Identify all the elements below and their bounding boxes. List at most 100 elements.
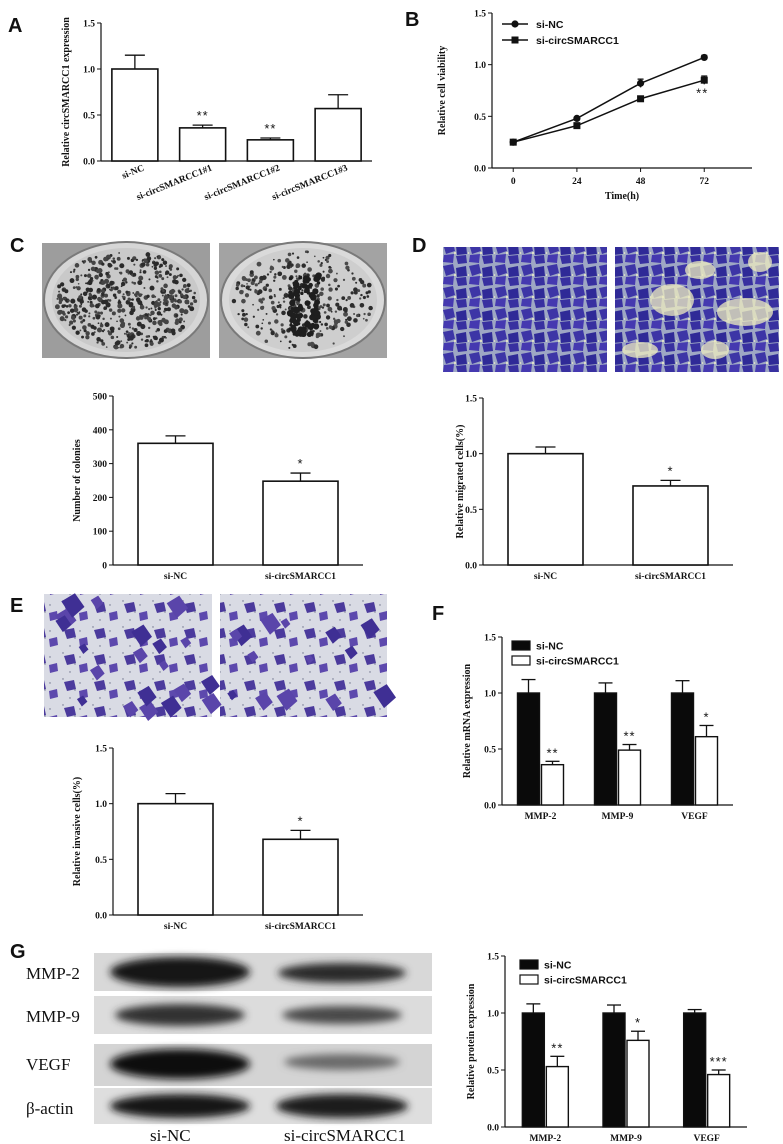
colony-dot (99, 311, 104, 315)
colony-dot (174, 299, 178, 303)
band-actin-si (276, 1094, 408, 1118)
colony-dot (340, 326, 345, 332)
colony-dot (113, 345, 119, 350)
cell-blob (158, 660, 169, 672)
colony-dot (107, 263, 113, 268)
bar (507, 452, 584, 566)
colony-dot (241, 312, 246, 317)
colony-dot (333, 278, 338, 283)
colony-dot (172, 331, 176, 334)
chart-a-circsmarcc1-expression: 0.0 0.5 1.0 1.5 Relative circSMARCC1 express… (61, 17, 372, 203)
panel-letter-d: D (412, 235, 426, 257)
colony-dot (264, 339, 269, 344)
colony-dot (126, 256, 130, 260)
colony-dot (87, 322, 92, 327)
colony-dot (353, 287, 358, 293)
colony-dot (133, 281, 137, 285)
colony-dot (241, 317, 245, 321)
colony-dot (135, 291, 140, 296)
colony-dot (247, 288, 250, 291)
colony-dot (129, 326, 132, 329)
colony-dot (262, 319, 265, 321)
bar (314, 107, 362, 162)
colony-dot (293, 288, 301, 296)
colony-dot (281, 265, 284, 268)
colony-dot (133, 293, 137, 296)
blot-label-mmp9: MMP-9 (26, 1007, 80, 1026)
colony-dot (329, 266, 332, 269)
colony-dot (65, 305, 69, 308)
colony-dot (186, 301, 190, 305)
colony-dot (71, 325, 76, 330)
colony-dot (112, 293, 117, 297)
colony-dot (359, 302, 365, 308)
colony-dot (183, 309, 189, 315)
colony-dot (271, 306, 276, 311)
colony-dot (307, 267, 312, 272)
colony-dot (96, 327, 102, 333)
colony-dot (367, 312, 371, 317)
colony-dot (334, 287, 338, 291)
colony-dot (275, 313, 279, 316)
bar (262, 480, 339, 566)
colony-dot (270, 300, 275, 305)
colony-dot (74, 303, 77, 306)
y-axis-label: Relative cell viability (437, 46, 448, 135)
colony-dot (258, 279, 263, 284)
colony-dot (163, 310, 166, 313)
colony-dot (128, 299, 131, 302)
colony-dot (245, 294, 249, 298)
cell-blob (131, 624, 153, 647)
cell-blob (166, 595, 189, 619)
cell-blob (276, 688, 298, 711)
colony-dot (122, 293, 125, 296)
cell-blob (173, 683, 192, 703)
colony-dot (166, 276, 169, 279)
colony-dot (96, 341, 99, 344)
colony-dot (288, 290, 293, 295)
colony-dot (261, 297, 265, 301)
significance-label: * (667, 463, 673, 478)
colony-dot (247, 326, 250, 329)
colony-dot (154, 300, 158, 305)
x-tick-label: si-circSMARCC1#3 (271, 163, 350, 203)
bar-si-circsmarcc1 (545, 1065, 570, 1128)
colony-dot (182, 295, 187, 300)
colony-dot (349, 303, 355, 308)
colony-dot (166, 307, 171, 312)
colony-dot (143, 258, 147, 262)
colony-dot (281, 275, 287, 280)
colony-dot (80, 293, 83, 296)
colony-dot (337, 284, 340, 288)
colony-dot (168, 273, 172, 276)
bar (137, 442, 214, 566)
cell-blob (227, 689, 238, 701)
colony-dot (154, 270, 160, 275)
colony-dot (241, 275, 246, 280)
colony-dot (281, 310, 286, 316)
y-tick-label: 100 (93, 528, 108, 538)
colony-dot (261, 275, 267, 280)
colony-dot (124, 314, 127, 317)
colony-dot (245, 313, 248, 316)
panel-letter-f: F (432, 603, 444, 625)
band-mmp9-si (282, 1006, 402, 1024)
colony-dot (280, 328, 284, 331)
colony-dot (96, 287, 101, 293)
y-tick-label: 1.0 (487, 1010, 499, 1020)
colony-dot (92, 316, 96, 320)
colony-dot (102, 289, 106, 293)
colony-dot (126, 341, 129, 344)
colony-dot (148, 308, 151, 311)
colony-dot (288, 286, 293, 291)
colony-dot (280, 323, 284, 327)
x-tick-label: VEGF (681, 812, 708, 822)
y-tick-label: 1.5 (465, 395, 477, 405)
colony-dot (149, 341, 154, 346)
colony-dot (140, 324, 146, 330)
colony-dot (138, 293, 142, 298)
colony-dot (327, 306, 333, 312)
colony-dot (132, 292, 135, 294)
colony-dot (161, 294, 164, 297)
colony-dot (182, 277, 187, 282)
